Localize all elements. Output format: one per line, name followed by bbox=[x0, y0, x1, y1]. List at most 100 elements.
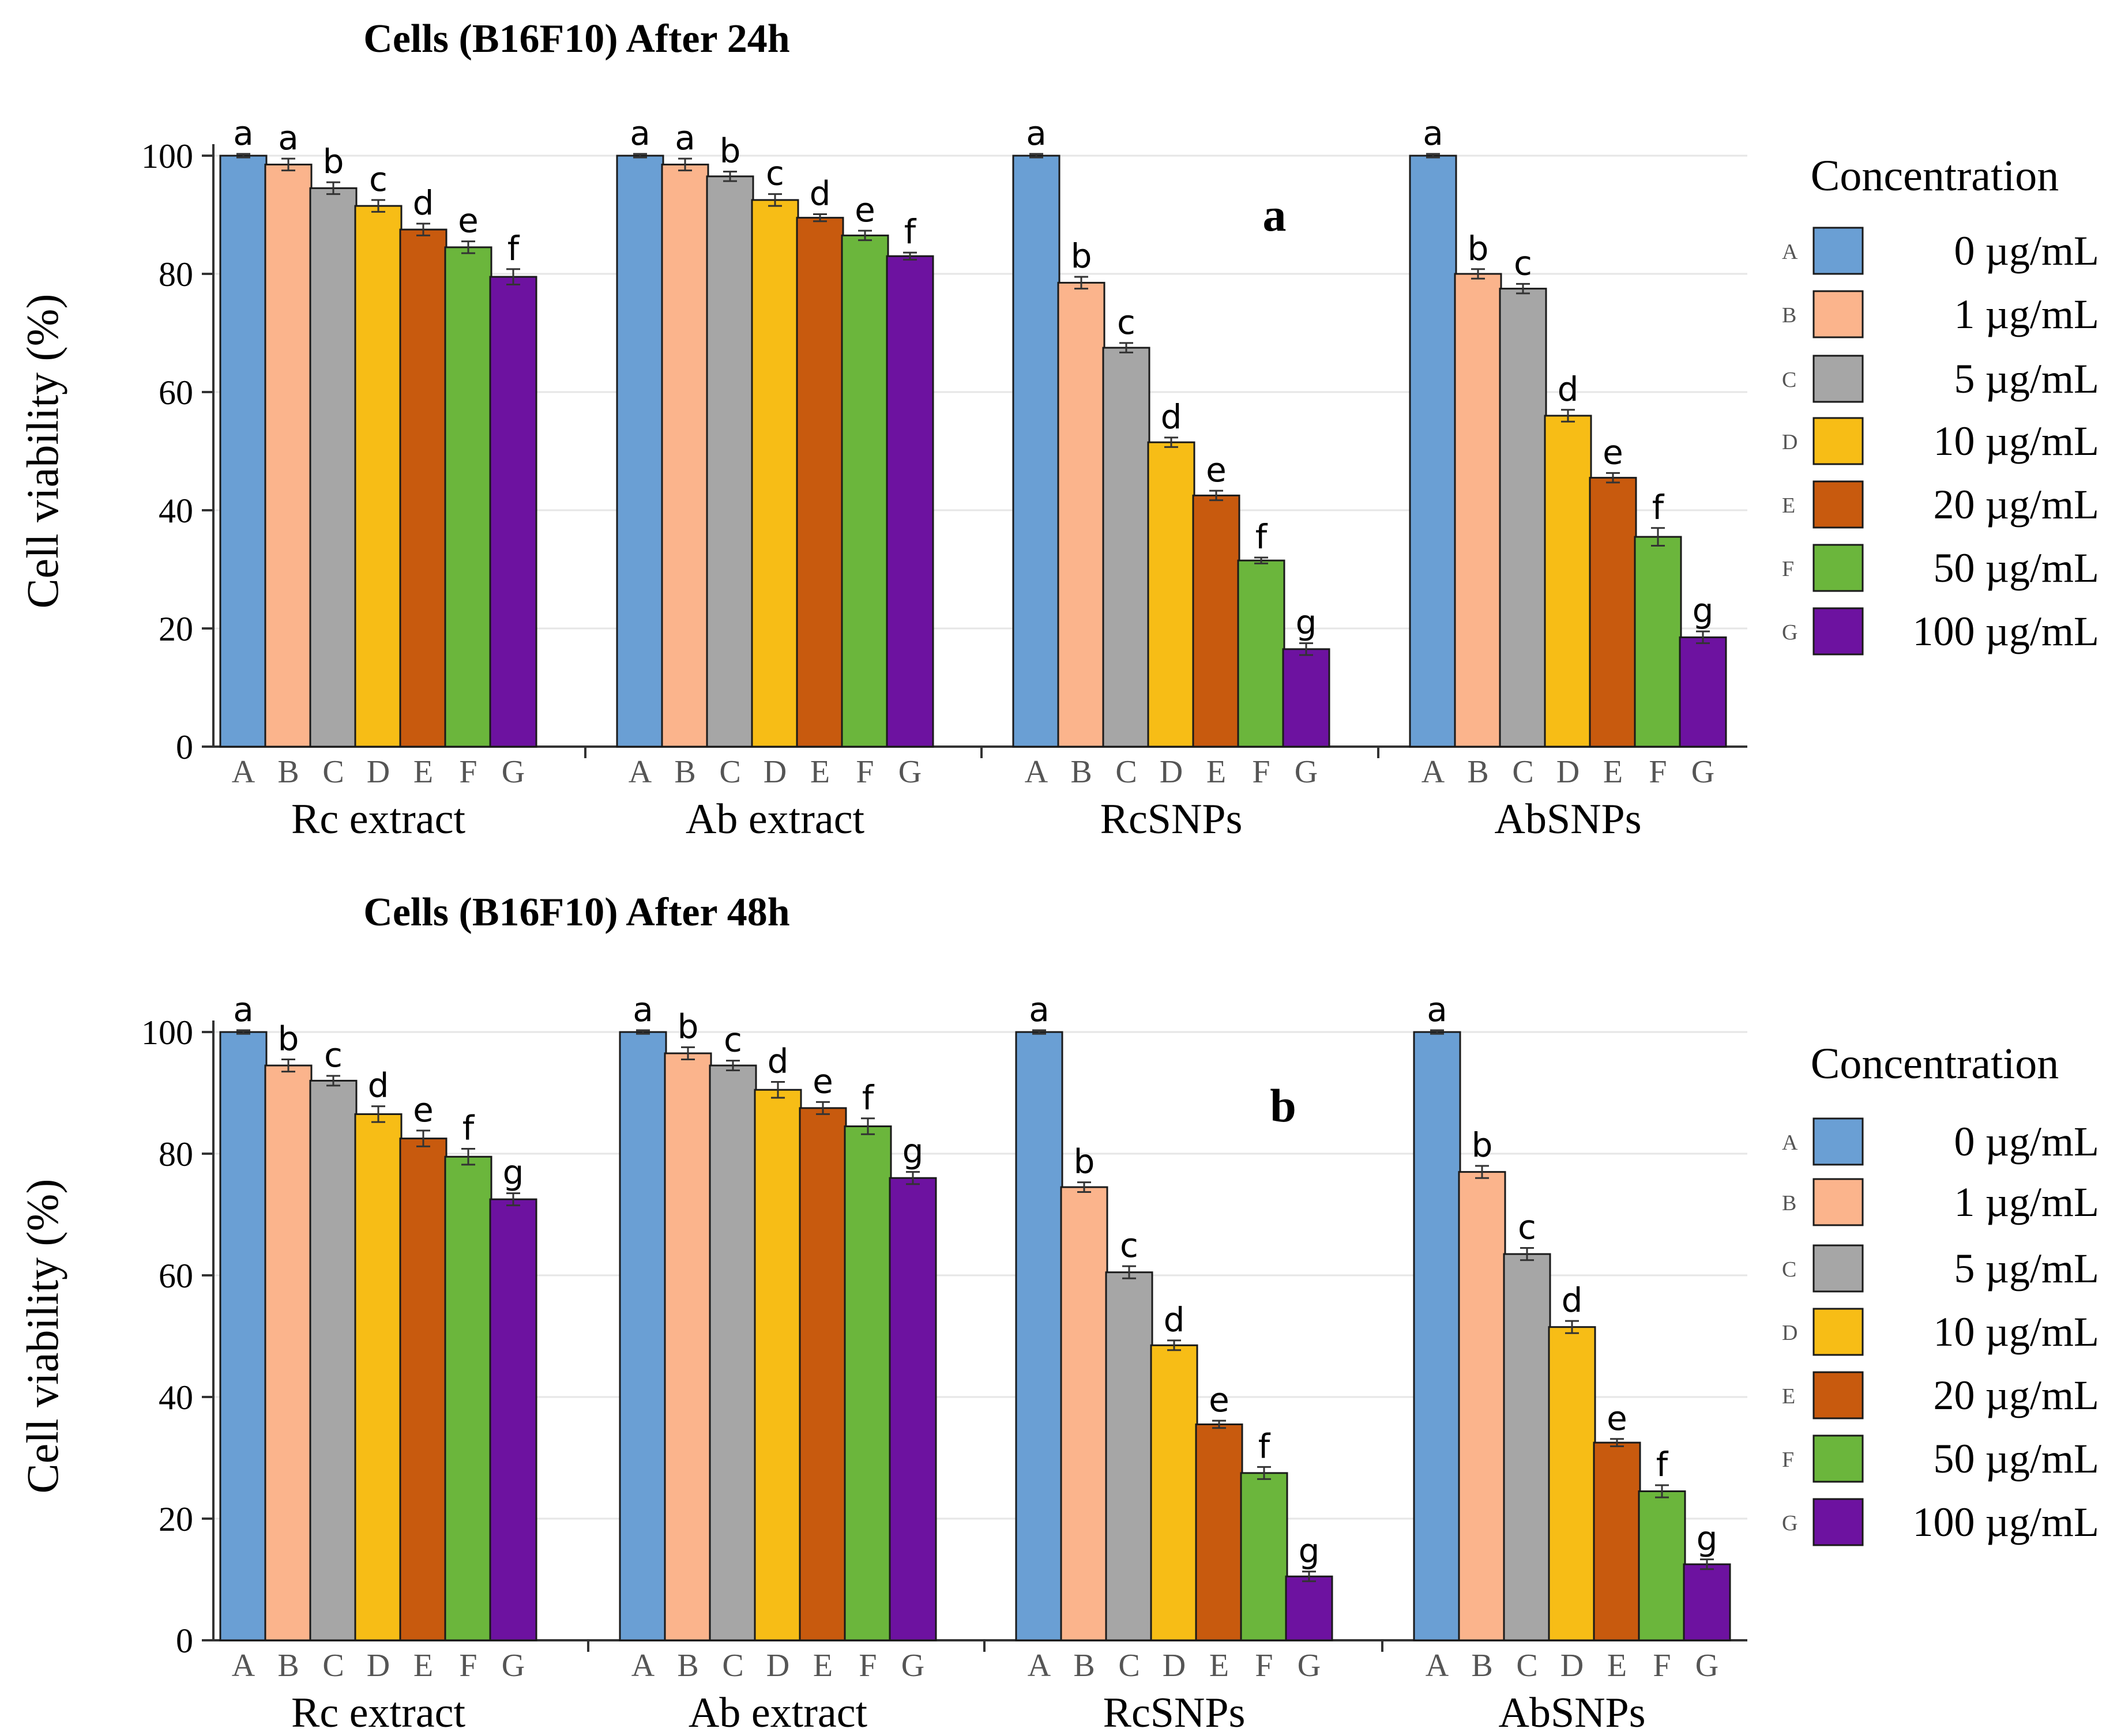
x-tick-label: A bbox=[1421, 754, 1445, 790]
significance-letter: f bbox=[1258, 1426, 1271, 1466]
x-tick-label: G bbox=[1298, 1648, 1321, 1684]
bar bbox=[1147, 441, 1195, 748]
significance-letter: b bbox=[678, 1007, 699, 1046]
significance-letter: c bbox=[1117, 303, 1135, 342]
significance-letter: b bbox=[323, 142, 344, 181]
legend-item: G 100 µg/mL bbox=[1782, 1498, 2099, 1546]
significance-letter: c bbox=[1518, 1208, 1536, 1247]
bar-group-2: a Ab Bc Cd De Ef Fg G RcSNPs bbox=[983, 990, 1333, 1736]
x-tick-label: A bbox=[629, 754, 652, 790]
x-tick-label: D bbox=[1160, 754, 1183, 790]
bar bbox=[841, 234, 889, 748]
legend-swatch bbox=[1812, 1244, 1864, 1293]
bar bbox=[1057, 281, 1105, 748]
bar bbox=[1060, 1186, 1108, 1641]
legend-swatch bbox=[1812, 1117, 1864, 1166]
x-tick-label: C bbox=[719, 754, 740, 790]
x-tick-label: E bbox=[413, 1648, 433, 1684]
significance-letter: f bbox=[1652, 488, 1665, 527]
x-tick-label: F bbox=[1255, 1648, 1273, 1684]
panel-label: b bbox=[1270, 1079, 1296, 1132]
bar bbox=[1413, 1031, 1461, 1641]
bar bbox=[1683, 1563, 1731, 1641]
x-tick-label: E bbox=[813, 1648, 833, 1684]
bar bbox=[399, 228, 447, 748]
significance-letter: c bbox=[766, 154, 784, 193]
significance-letter: g bbox=[1299, 1531, 1320, 1571]
legend-letter: B bbox=[1782, 303, 1796, 327]
significance-letter: b bbox=[1071, 236, 1092, 276]
x-tick-label: B bbox=[277, 754, 299, 790]
y-tick-label: 100 bbox=[141, 137, 193, 175]
x-tick-label: F bbox=[459, 1648, 477, 1684]
legend-swatch bbox=[1812, 1308, 1864, 1356]
bar bbox=[799, 1107, 847, 1641]
significance-letter: c bbox=[1514, 243, 1532, 283]
significance-letter: a bbox=[233, 990, 254, 1029]
bar bbox=[706, 175, 754, 748]
significance-letter: d bbox=[1161, 397, 1182, 436]
bar bbox=[399, 1138, 447, 1641]
legend-item: G 100 µg/mL bbox=[1782, 607, 2099, 656]
x-tick-label: B bbox=[1073, 1648, 1095, 1684]
significance-letter: d bbox=[1164, 1300, 1185, 1339]
bar bbox=[664, 1052, 712, 1641]
legend-item: D 10 µg/mL bbox=[1782, 1308, 2099, 1356]
legend-item: C 5 µg/mL bbox=[1782, 355, 2099, 403]
bar bbox=[1409, 155, 1457, 748]
legend-label: 100 µg/mL bbox=[1913, 608, 2099, 654]
bar bbox=[1192, 494, 1240, 748]
x-tick-label: G bbox=[898, 754, 922, 790]
x-tick-label: F bbox=[1649, 754, 1667, 790]
bar bbox=[1102, 347, 1150, 748]
x-tick-label: B bbox=[1070, 754, 1092, 790]
bar bbox=[444, 246, 492, 748]
x-tick-label: A bbox=[631, 1648, 655, 1684]
x-tick-label: A bbox=[232, 754, 255, 790]
x-tick-label: C bbox=[1516, 1648, 1537, 1684]
bar bbox=[886, 255, 934, 748]
legend-swatch bbox=[1812, 417, 1864, 465]
bar bbox=[1679, 636, 1727, 748]
bar bbox=[751, 199, 799, 748]
bar-group-1: a Aa Bb Cc Dd Ee Ff G Ab extract bbox=[584, 114, 934, 843]
legend-label: 10 µg/mL bbox=[1934, 1309, 2099, 1355]
legend-title: Concentration bbox=[1811, 152, 2059, 200]
significance-letter: b bbox=[720, 131, 741, 171]
y-tick-label: 20 bbox=[159, 610, 193, 648]
legend: Concentration A 0 µg/mL B 1 µg/mL C 5 µg/mL D 10… bbox=[1782, 152, 2099, 656]
bar bbox=[796, 217, 844, 748]
significance-letter: c bbox=[324, 1035, 343, 1075]
legend-letter: G bbox=[1782, 1511, 1797, 1535]
legend-letter: D bbox=[1782, 430, 1797, 454]
bar bbox=[1499, 288, 1547, 748]
significance-letter: e bbox=[855, 190, 875, 229]
group-label: Ab extract bbox=[689, 1689, 868, 1736]
significance-letter: f bbox=[462, 1109, 475, 1148]
significance-letter: g bbox=[503, 1153, 524, 1192]
panel-label: a bbox=[1263, 189, 1287, 241]
bar bbox=[1105, 1271, 1153, 1641]
legend-letter: F bbox=[1782, 557, 1794, 581]
legend-label: 0 µg/mL bbox=[1954, 1119, 2099, 1165]
x-tick-label: F bbox=[859, 1648, 877, 1684]
significance-letter: g bbox=[1296, 603, 1317, 642]
significance-letter: e bbox=[458, 201, 479, 240]
bar bbox=[1237, 559, 1285, 748]
legend-swatch bbox=[1812, 480, 1864, 529]
x-tick-label: G bbox=[901, 1648, 924, 1684]
significance-letter: a bbox=[278, 118, 299, 157]
legend-swatch bbox=[1812, 1178, 1864, 1226]
legend-letter: B bbox=[1782, 1191, 1796, 1215]
legend-item: A 0 µg/mL bbox=[1782, 1117, 2099, 1166]
legend-label: 5 µg/mL bbox=[1954, 1245, 2099, 1291]
group-label: Ab extract bbox=[686, 796, 865, 843]
significance-letter: a bbox=[233, 114, 254, 153]
legend-label: 50 µg/mL bbox=[1934, 1436, 2099, 1482]
legend-letter: E bbox=[1782, 1384, 1795, 1409]
bar bbox=[489, 276, 537, 748]
group-label: AbSNPs bbox=[1495, 796, 1642, 843]
chart-panel-a: Cells (B16F10) After 24h 0 20 40 60 80 100 Cell… bbox=[17, 17, 2099, 843]
significance-letter: b bbox=[1472, 1125, 1493, 1165]
y-tick-label: 20 bbox=[159, 1500, 193, 1538]
